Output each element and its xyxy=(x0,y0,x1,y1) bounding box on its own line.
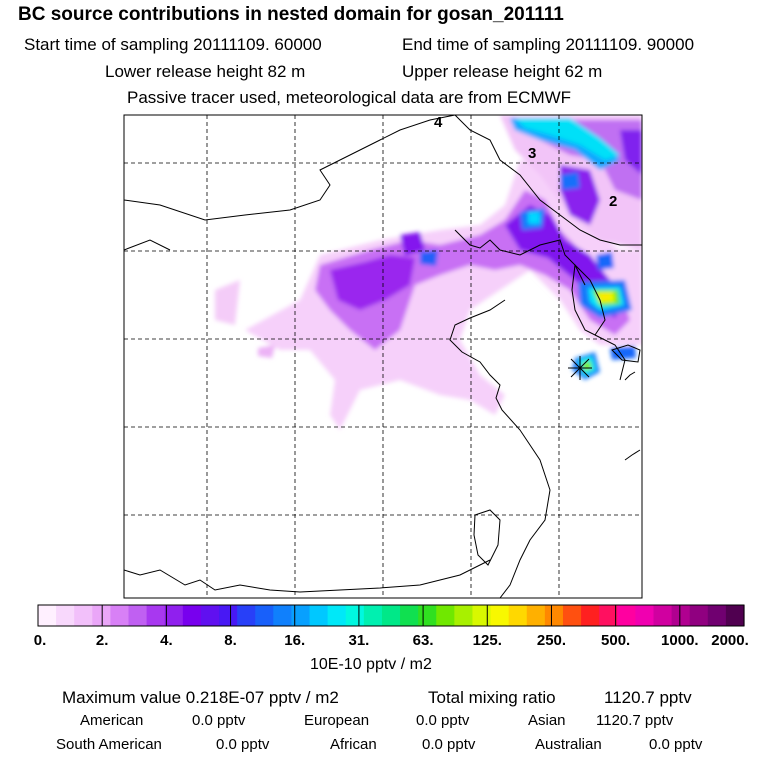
start-time-label: Start time of sampling 20111109. 60000 xyxy=(24,35,322,54)
colorbar-swatch xyxy=(599,605,618,626)
colorbar-swatch xyxy=(255,605,274,626)
colorbar-swatch xyxy=(454,605,474,626)
colorbar-swatch xyxy=(327,605,347,626)
colorbar-tick-label: 2. xyxy=(95,632,109,649)
colorbar-swatch xyxy=(74,605,93,626)
colorbar-swatch xyxy=(562,605,582,626)
colorbar-swatch xyxy=(472,605,492,626)
colorbar-swatch xyxy=(363,605,383,626)
colorbar-swatch xyxy=(526,605,546,626)
colorbar-swatch xyxy=(345,605,365,626)
contour-label-2: 2 xyxy=(609,193,617,210)
colorbar-tick-label: 500. xyxy=(601,632,631,649)
colorbar-swatch xyxy=(490,605,510,626)
lower-release-label: Lower release height 82 m xyxy=(105,62,306,81)
south-american-label: South American xyxy=(56,736,162,753)
colorbar-swatch xyxy=(418,605,437,626)
colorbar-tick-label: 125. xyxy=(472,632,502,649)
colorbar-swatch xyxy=(581,605,600,626)
colorbar-swatch xyxy=(146,605,166,626)
chart-title: BC source contributions in nested domain… xyxy=(18,4,564,25)
colorbar-swatch xyxy=(309,605,329,626)
south-american-value: 0.0 pptv xyxy=(216,736,270,753)
colorbar-tick-label: 8. xyxy=(224,632,237,649)
colorbar-tick-label: 16. xyxy=(284,632,306,649)
colorbar-swatch xyxy=(381,605,401,626)
colorbar-swatch xyxy=(725,605,745,626)
colorbar-swatch xyxy=(707,605,727,626)
colorbar-swatch xyxy=(164,605,184,626)
concentration-field xyxy=(215,115,642,430)
colorbar-swatch xyxy=(110,605,130,626)
total-mixing-label: Total mixing ratio xyxy=(428,688,556,707)
colorbar-swatch xyxy=(92,605,112,626)
contour-label-3: 3 xyxy=(528,145,536,162)
european-value: 0.0 pptv xyxy=(416,712,470,729)
colorbar-swatch xyxy=(400,605,419,626)
asian-value: 1120.7 pptv xyxy=(596,712,674,729)
colorbar-swatch xyxy=(436,605,455,626)
max-value-label: Maximum value 0.218E-07 pptv / m2 xyxy=(62,688,339,707)
receptor-marker xyxy=(568,356,592,380)
american-value: 0.0 pptv xyxy=(192,712,246,729)
colorbar-tick-label: 2000. xyxy=(711,632,749,649)
colorbar-swatch xyxy=(200,605,220,626)
lat-lon-grid xyxy=(124,115,642,598)
colorbar-swatch xyxy=(273,605,293,626)
tracer-label: Passive tracer used, meteorological data… xyxy=(127,88,572,107)
colorbar-swatch xyxy=(617,605,636,626)
colorbar-swatch xyxy=(56,605,75,626)
colorbar xyxy=(37,604,745,627)
contour-label-4: 4 xyxy=(434,114,443,131)
colorbar-swatch xyxy=(689,605,709,626)
colorbar-tick-label: 63. xyxy=(412,632,434,649)
african-value: 0.0 pptv xyxy=(422,736,476,753)
colorbar-tick-label: 0. xyxy=(33,632,47,649)
australian-label: Australian xyxy=(535,736,602,753)
colorbar-swatch xyxy=(671,605,691,626)
african-label: African xyxy=(330,736,377,753)
coastlines xyxy=(124,115,642,598)
colorbar-swatch xyxy=(182,605,202,626)
map-frame xyxy=(123,114,643,599)
colorbar-swatch xyxy=(291,605,311,626)
asian-label: Asian xyxy=(528,712,566,729)
colorbar-swatch xyxy=(128,605,148,626)
upper-release-label: Upper release height 62 m xyxy=(402,62,603,81)
australian-value: 0.0 pptv xyxy=(649,736,703,753)
colorbar-tick-label: 250. xyxy=(536,632,567,649)
colorbar-swatch xyxy=(219,605,238,626)
colorbar-swatch xyxy=(635,605,655,626)
colorbar-swatch xyxy=(508,605,528,626)
colorbar-swatch xyxy=(237,605,256,626)
colorbar-swatch xyxy=(544,605,564,626)
total-mixing-value: 1120.7 pptv xyxy=(604,688,692,707)
colorbar-border xyxy=(37,604,745,627)
colorbar-tick-label: 1000. xyxy=(661,632,699,649)
end-time-label: End time of sampling 20111109. 90000 xyxy=(402,35,695,54)
european-label: European xyxy=(304,712,370,729)
colorbar-units: 10E-10 pptv / m2 xyxy=(310,656,432,673)
colorbar-swatch xyxy=(38,605,57,626)
colorbar-tick-label: 4. xyxy=(160,632,173,649)
american-label: American xyxy=(80,712,144,729)
colorbar-swatch xyxy=(653,605,673,626)
colorbar-tick-label: 31. xyxy=(348,632,370,649)
